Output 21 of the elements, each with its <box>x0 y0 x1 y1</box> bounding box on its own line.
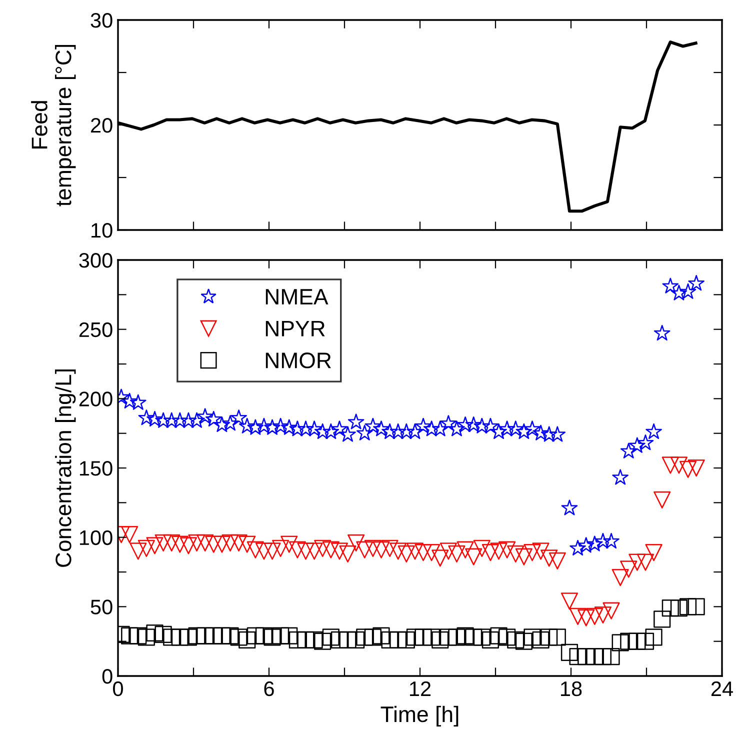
x-tick-label: 6 <box>264 681 274 696</box>
y-axis-title: Concentration [ng/L] <box>55 370 76 567</box>
y-tick-label: 0 <box>102 669 112 684</box>
y-tick-label: 30 <box>90 13 112 28</box>
y-tick-label: 300 <box>79 253 112 268</box>
x-tick-label: 18 <box>561 681 582 696</box>
x-tick-label: 0 <box>113 681 123 696</box>
x-tick-label: 24 <box>711 681 733 696</box>
x-tick-label: 12 <box>410 681 431 696</box>
x-axis-title: Time [h] <box>380 706 458 727</box>
y-tick-label: 150 <box>80 461 112 476</box>
y-tick-label: 50 <box>90 600 112 614</box>
y-tick-label: 10 <box>92 223 112 238</box>
legend-label: NMOR <box>266 352 331 368</box>
y-tick-label: 20 <box>91 118 112 133</box>
legend-label: NPYR <box>266 320 325 336</box>
y-tick-label: 200 <box>79 392 112 406</box>
legend-label: NMEA <box>266 289 328 304</box>
y-tick-label: 100 <box>80 530 112 546</box>
y-axis-title: Feed temperature [°C] <box>31 44 76 206</box>
y-tick-label: 250 <box>79 322 112 338</box>
